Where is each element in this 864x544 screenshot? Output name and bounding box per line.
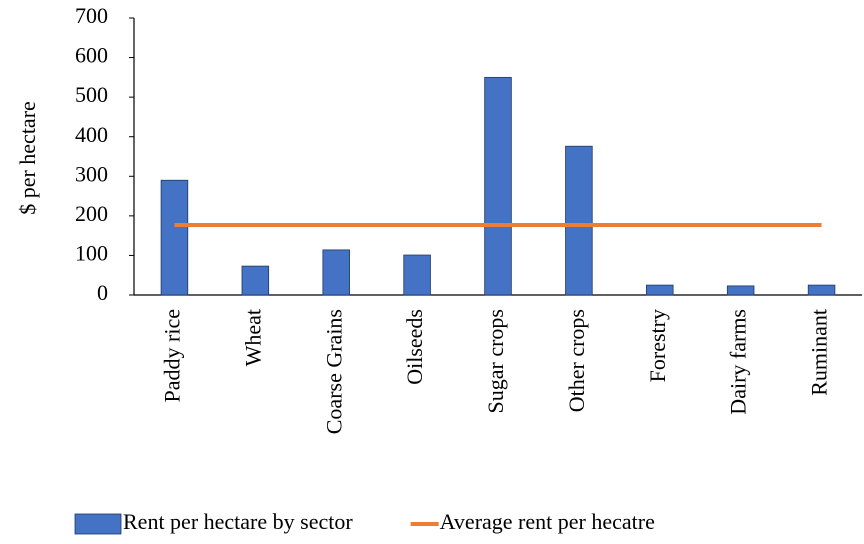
y-tick-label: 300 bbox=[75, 161, 108, 186]
legend-swatch bbox=[74, 513, 122, 535]
bar bbox=[807, 284, 836, 296]
bar bbox=[484, 76, 512, 296]
y-tick-label: 400 bbox=[75, 122, 108, 147]
y-axis-label: $ per hectare bbox=[15, 101, 40, 215]
bar bbox=[160, 179, 189, 296]
x-tick-label: Forestry bbox=[645, 309, 670, 382]
bar bbox=[403, 254, 431, 296]
x-tick-label: Wheat bbox=[240, 309, 265, 366]
legend-label: Rent per hectare by sector bbox=[123, 509, 353, 534]
bar bbox=[565, 145, 593, 296]
x-tick-label: Paddy rice bbox=[159, 309, 184, 402]
x-tick-label: Dairy farms bbox=[726, 309, 751, 415]
bar bbox=[322, 249, 350, 296]
legend-label: Average rent per hecatre bbox=[440, 509, 655, 534]
x-tick-label: Oilseeds bbox=[402, 309, 427, 385]
bar bbox=[241, 265, 270, 296]
bar bbox=[646, 284, 674, 296]
y-tick-label: 500 bbox=[75, 82, 108, 107]
y-tick-label: 200 bbox=[75, 201, 108, 226]
y-tick-label: 700 bbox=[75, 3, 108, 28]
y-tick-label: 100 bbox=[75, 240, 108, 265]
y-tick-label: 0 bbox=[97, 280, 108, 305]
x-tick-label: Coarse Grains bbox=[321, 309, 346, 434]
y-tick-label: 600 bbox=[75, 43, 108, 68]
bar bbox=[726, 285, 755, 296]
x-tick-label: Ruminant bbox=[807, 309, 832, 396]
x-tick-label: Sugar crops bbox=[483, 309, 508, 413]
x-tick-label: Other crops bbox=[564, 309, 589, 412]
